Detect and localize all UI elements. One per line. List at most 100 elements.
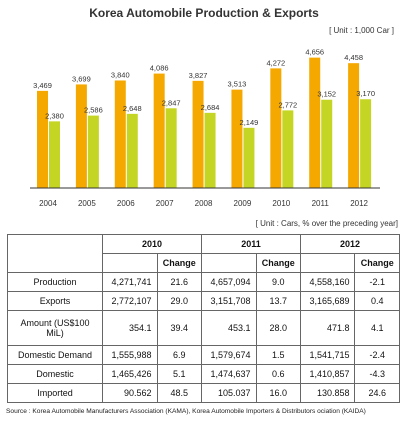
- table-cell: 1,410,857: [299, 364, 356, 384]
- export-bar: [87, 115, 99, 188]
- data-label: 2,149: [240, 118, 259, 127]
- table-cell: 2,772,107: [102, 291, 158, 311]
- value-subheader: [200, 253, 257, 273]
- value-subheader: [102, 253, 158, 273]
- export-bar: [360, 99, 372, 188]
- data-label: 4,086: [150, 64, 169, 73]
- table-row: Imported 90.562 48.5 105.037 16.0 130.85…: [7, 383, 400, 403]
- data-label: 2,684: [201, 103, 220, 112]
- x-ticks-layer: 2004 2005 2006 2007 2008 2009 2010 2011 2012: [39, 199, 368, 208]
- table-cell: 4,657,094: [200, 272, 257, 292]
- bar-chart: 3,469 2,380 3,699 2,586 3,840 2,648 4,086 2,847…: [30, 48, 380, 208]
- x-tick-label: 2010: [272, 199, 290, 208]
- table-corner-cell: [7, 234, 103, 273]
- x-tick-label: 2006: [117, 199, 135, 208]
- chart-unit-note: [ Unit : 1,000 Car ]: [329, 26, 394, 35]
- year-header: 2012: [299, 234, 401, 254]
- table-cell: 3,165,689: [299, 291, 356, 311]
- data-label: 3,827: [189, 71, 208, 80]
- change-cell: 28.0: [255, 310, 301, 346]
- production-bar: [309, 57, 321, 188]
- x-tick-label: 2004: [39, 199, 57, 208]
- production-bar: [114, 80, 126, 188]
- data-label: 2,380: [45, 111, 64, 120]
- data-label: 2,847: [162, 98, 181, 107]
- year-header: 2010: [102, 234, 202, 254]
- export-bar: [126, 113, 138, 188]
- data-label: 4,458: [344, 53, 363, 62]
- table-cell: 453.1: [200, 310, 257, 346]
- change-cell: 6.9: [156, 345, 202, 365]
- change-cell: 4.1: [354, 310, 400, 346]
- x-tick-label: 2011: [312, 199, 330, 208]
- source-note: Source : Korea Automobile Manufacturers …: [6, 408, 366, 415]
- table-row: Domestic Demand 1,555,988 6.9 1,579,674 …: [7, 345, 400, 365]
- change-cell: -2.1: [354, 272, 400, 292]
- data-table: 2010 2011 2012 Change Change Change Prod…: [7, 234, 401, 403]
- row-label: Production: [7, 272, 103, 292]
- row-label: Imported: [7, 383, 103, 403]
- row-label: Exports: [7, 291, 103, 311]
- change-subheader: Change: [354, 253, 400, 273]
- change-cell: -2.4: [354, 345, 400, 365]
- data-label: 2,648: [123, 104, 142, 113]
- table-cell: 105.037: [200, 383, 257, 403]
- year-header: 2011: [200, 234, 301, 254]
- table-cell: 354.1: [102, 310, 158, 346]
- change-cell: 0.6: [255, 364, 301, 384]
- change-cell: 21.6: [156, 272, 202, 292]
- bars-layer: 3,469 2,380 3,699 2,586 3,840 2,648 4,086 2,847…: [33, 48, 375, 188]
- change-cell: 29.0: [156, 291, 202, 311]
- change-cell: 0.4: [354, 291, 400, 311]
- change-subheader: Change: [255, 253, 301, 273]
- x-tick-label: 2008: [195, 199, 213, 208]
- x-tick-label: 2012: [350, 199, 368, 208]
- production-bar: [75, 84, 87, 188]
- change-subheader: Change: [156, 253, 202, 273]
- export-bar: [321, 99, 333, 188]
- x-tick-label: 2007: [156, 199, 174, 208]
- x-tick-label: 2009: [234, 199, 252, 208]
- production-bar: [270, 68, 282, 188]
- table-cell: 130.858: [299, 383, 356, 403]
- table-cell: 1,579,674: [200, 345, 257, 365]
- row-label: Domestic Demand: [7, 345, 103, 365]
- row-label: Amount (US$100 MiL): [7, 310, 103, 346]
- data-label: 2,772: [278, 100, 297, 109]
- table-cell: 1,555,988: [102, 345, 158, 365]
- export-bar: [165, 108, 177, 188]
- data-label: 3,840: [111, 70, 130, 79]
- change-cell: 1.5: [255, 345, 301, 365]
- value-subheader: [299, 253, 356, 273]
- export-bar: [49, 121, 60, 188]
- change-cell: 9.0: [255, 272, 301, 292]
- export-bar: [204, 112, 216, 188]
- production-bar: [37, 90, 48, 188]
- change-cell: -4.3: [354, 364, 400, 384]
- production-bar: [231, 89, 243, 188]
- x-tick-label: 2005: [78, 199, 96, 208]
- data-label: 3,469: [33, 81, 52, 90]
- data-label: 2,586: [84, 106, 103, 115]
- change-cell: 13.7: [255, 291, 301, 311]
- production-bar: [153, 73, 165, 188]
- table-cell: 1,465,426: [102, 364, 158, 384]
- production-bar: [192, 80, 204, 188]
- data-label: 3,699: [72, 74, 91, 83]
- export-bar: [243, 127, 255, 188]
- row-label: Domestic: [7, 364, 103, 384]
- table-row: Exports 2,772,107 29.0 3,151,708 13.7 3,…: [7, 291, 400, 311]
- table-row: Amount (US$100 MiL) 354.1 39.4 453.1 28.…: [7, 310, 400, 346]
- data-label: 3,170: [356, 89, 375, 98]
- table-cell: 471.8: [299, 310, 356, 346]
- production-bar: [348, 63, 360, 188]
- export-bar: [282, 110, 294, 188]
- data-label: 4,272: [266, 58, 285, 67]
- data-label: 3,152: [317, 90, 336, 99]
- table-cell: 4,558,160: [299, 272, 356, 292]
- table-header-years: 2010 2011 2012: [7, 234, 401, 273]
- change-cell: 5.1: [156, 364, 202, 384]
- table-cell: 90.562: [102, 383, 158, 403]
- table-cell: 1,541,715: [299, 345, 356, 365]
